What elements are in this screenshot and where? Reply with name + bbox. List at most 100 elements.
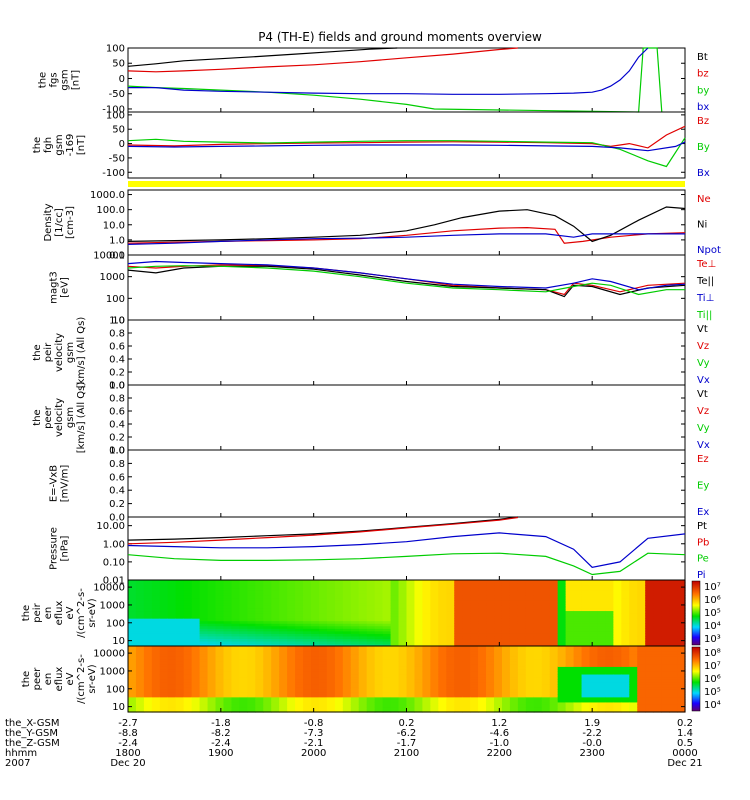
heatmap-cell [669,663,678,667]
heatmap-cell [533,651,543,655]
heatmap-cell [533,643,543,647]
heatmap-cell [287,587,296,591]
heatmap-cell [175,590,185,594]
heatmap-cell [279,605,288,609]
heatmap-cell [470,656,479,660]
heatmap-cell [255,613,264,617]
heatmap-cell [390,615,400,619]
heatmap-cell [470,696,479,700]
legend-ne: Ne [697,194,711,205]
heatmap-cell [645,661,654,665]
heatmap-cell [271,658,280,662]
heatmap-cell [382,597,392,601]
heatmap-cell [525,666,535,670]
heatmap-cell [406,590,416,594]
heatmap-cell [494,691,503,695]
heatmap-cell [279,585,288,589]
heatmap-cell [645,623,654,627]
heatmap-cell [374,651,384,655]
heatmap-cell [446,673,455,678]
heatmap-cell [430,676,439,680]
heatmap-cell [159,620,169,624]
heatmap-cell [462,696,471,700]
heatmap-cell [231,676,240,680]
heatmap-cell [303,681,312,685]
heatmap-cell [271,681,280,685]
heatmap-cell [255,686,264,690]
heatmap-cell [358,684,368,688]
heatmap-cell [605,661,614,665]
heatmap-cell [295,681,304,685]
heatmap-cell [231,602,240,606]
heatmap-cell [263,597,272,601]
heatmap-cell [613,663,622,667]
heatmap-cell [128,618,137,622]
heatmap-cell [446,615,455,619]
heatmap-cell [255,625,264,629]
heatmap-cell [629,597,638,601]
heatmap-cell [311,643,320,647]
heatmap-cell [525,597,535,601]
heatmap-cell [422,585,431,589]
heatmap-cell [223,582,233,586]
heatmap-cell [366,684,376,688]
heatmap-cell [637,592,646,596]
heatmap-cell [223,661,233,665]
heatmap-cell [374,597,384,601]
heatmap-cell [541,590,551,594]
heatmap-cell [525,592,535,596]
heatmap-cell [541,666,551,670]
heatmap-cell [470,663,479,667]
heatmap-cell [167,643,177,647]
heatmap-cell [135,658,145,662]
heatmap-cell [311,651,320,655]
heatmap-cell [271,671,280,675]
heatmap-cell [406,585,416,589]
heatmap-cell [207,585,217,589]
heatmap-cell [231,582,240,586]
heatmap-cell [398,646,408,650]
heatmap-cell [303,656,312,660]
heatmap-cell [223,625,233,629]
heatmap-cell [486,704,495,708]
heatmap-cell [390,597,400,601]
heatmap-cell [446,653,455,657]
heatmap-cell [135,689,145,693]
heatmap-cell [509,689,519,693]
heatmap-cell [509,592,519,596]
heatmap-cell [159,704,169,708]
heatmap-cell [446,582,455,586]
heatmap-cell [143,582,153,586]
heatmap-cell [414,681,424,685]
heatmap-cell [223,653,233,657]
heatmap-cell [637,615,646,619]
heatmap-cell [494,668,503,672]
heatmap-cell [295,638,304,642]
heatmap-cell [159,694,169,698]
heatmap-cell [525,615,535,619]
heatmap-cell [271,653,280,657]
heatmap-cell [406,656,416,660]
heatmap-cell [565,704,575,708]
y-tick-label: 100.0 [96,205,125,216]
series-line-by [127,137,686,168]
heatmap-cell [279,623,288,627]
heatmap-cell [334,602,344,606]
heatmap-cell [303,686,312,690]
heatmap-cell [326,706,336,711]
heatmap-cell [350,648,360,652]
heatmap-cell [422,709,431,713]
y-tick-label: 0 [119,139,125,150]
heatmap-cell [573,651,583,655]
heatmap-cell [669,653,678,657]
heatmap-cell [462,623,471,627]
heatmap-cell [414,590,424,594]
heatmap-cell [637,635,646,639]
heatmap-cell [326,658,336,662]
heatmap-cell [517,658,527,662]
heatmap-cell [430,679,439,683]
heatmap-cell [303,595,312,599]
heatmap-cell [533,600,543,604]
